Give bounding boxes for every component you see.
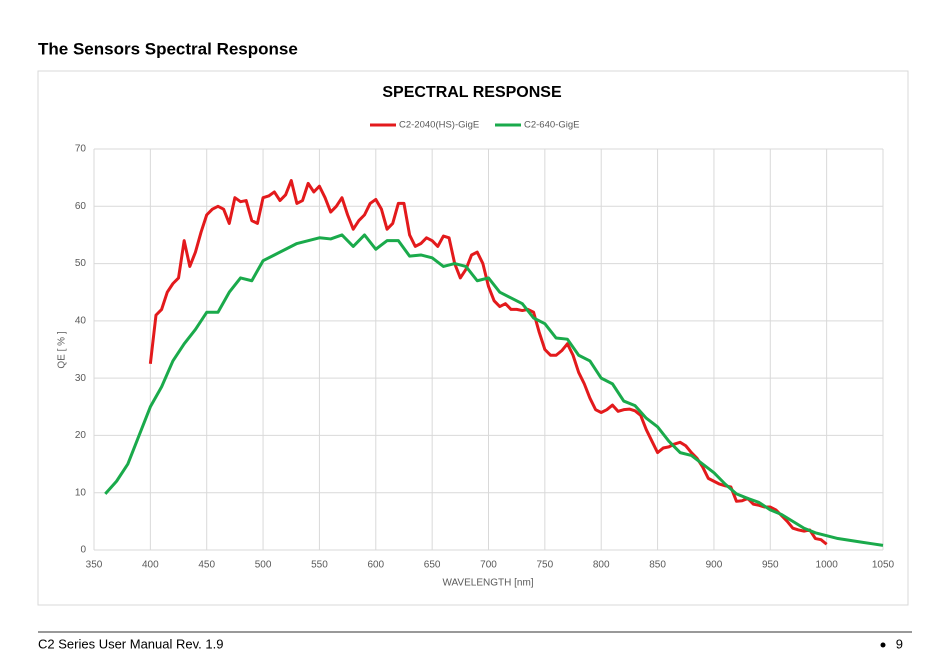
x-tick-label: 750 xyxy=(537,560,554,571)
x-tick-label: 900 xyxy=(706,560,723,571)
y-tick-label: 40 xyxy=(75,315,87,326)
y-tick-label: 60 xyxy=(75,201,87,212)
x-tick-label: 350 xyxy=(86,560,103,571)
y-tick-label: 50 xyxy=(75,258,87,269)
legend-label: C2-640-GigE xyxy=(524,120,579,131)
page-number: 9 xyxy=(896,636,903,650)
x-tick-label: 650 xyxy=(424,560,441,571)
legend-label: C2-2040(HS)-GigE xyxy=(399,120,479,131)
chart-title: SPECTRAL RESPONSE xyxy=(382,84,562,101)
y-tick-label: 0 xyxy=(80,545,86,556)
x-tick-label: 600 xyxy=(367,560,384,571)
y-tick-label: 10 xyxy=(75,487,87,498)
x-tick-label: 550 xyxy=(311,560,328,571)
x-tick-label: 850 xyxy=(649,560,666,571)
y-tick-label: 30 xyxy=(75,373,87,384)
data-line xyxy=(104,233,884,547)
data-line xyxy=(148,179,828,546)
x-tick-label: 400 xyxy=(142,560,159,571)
footer-bullet xyxy=(880,642,886,648)
x-tick-label: 500 xyxy=(255,560,272,571)
chart-frame xyxy=(37,70,909,606)
x-tick-label: 700 xyxy=(480,560,497,571)
y-axis-label: QE [ % ] xyxy=(57,331,68,368)
x-tick-label: 1000 xyxy=(816,560,839,571)
footer-text: C2 Series User Manual Rev. 1.9 xyxy=(38,636,223,650)
x-axis-label: WAVELENGTH [nm] xyxy=(442,578,533,589)
x-tick-label: 450 xyxy=(198,560,215,571)
x-tick-label: 1050 xyxy=(872,560,895,571)
x-tick-label: 950 xyxy=(762,560,779,571)
y-tick-label: 70 xyxy=(75,144,87,155)
section-title: The Sensors Spectral Response xyxy=(38,39,298,58)
x-tick-label: 800 xyxy=(593,560,610,571)
y-tick-label: 20 xyxy=(75,430,87,441)
